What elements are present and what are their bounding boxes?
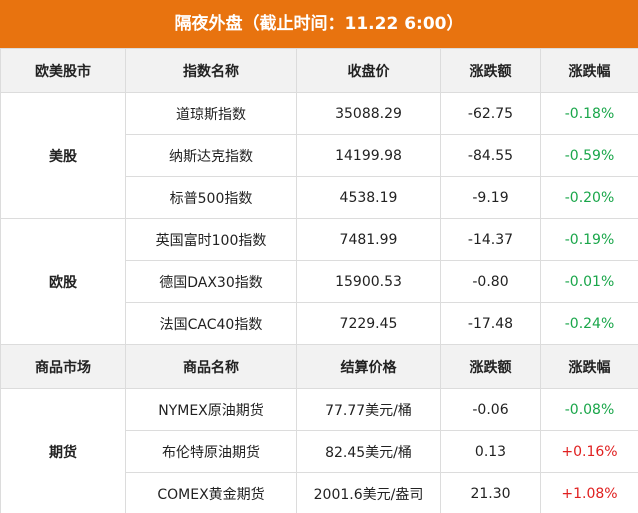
group-label: 美股 (0, 92, 126, 219)
name-cell: 道琼斯指数 (125, 92, 297, 135)
percent-cell: -0.19% (540, 218, 638, 261)
name-cell: 德国DAX30指数 (125, 260, 297, 303)
data-row: 美股 道琼斯指数 35088.29 -62.75 -0.18% (0, 92, 638, 219)
change-cell: 21.30 (440, 472, 541, 513)
header-cell: 结算价格 (296, 344, 441, 389)
price-cell: 82.45美元/桶 (296, 430, 441, 473)
change-cell: -0.06 (440, 388, 541, 431)
percent-cell: -0.18% (540, 92, 638, 135)
header-cell: 欧美股市 (0, 48, 126, 93)
name-cell: 纳斯达克指数 (125, 134, 297, 177)
header-row: 商品市场 商品名称 结算价格 涨跌额 涨跌幅 (0, 344, 638, 389)
percent-cell: -0.08% (540, 388, 638, 431)
price-cell: 35088.29 (296, 92, 441, 135)
header-cell: 涨跌额 (440, 344, 541, 389)
percent-cell: -0.20% (540, 176, 638, 219)
name-cell: 标普500指数 (125, 176, 297, 219)
percent-cell: -0.59% (540, 134, 638, 177)
group-label: 欧股 (0, 218, 126, 345)
data-row: COMEX黄金期货 2001.6美元/盎司 21.30 +1.08% (1, 472, 638, 513)
price-cell: 14199.98 (296, 134, 441, 177)
price-cell: 7229.45 (296, 302, 441, 345)
percent-cell: +1.08% (540, 472, 638, 513)
header-cell: 收盘价 (296, 48, 441, 93)
name-cell: 英国富时100指数 (125, 218, 297, 261)
header-cell: 涨跌幅 (540, 344, 638, 389)
data-row: 法国CAC40指数 7229.45 -17.48 -0.24% (1, 302, 638, 345)
change-cell: -84.55 (440, 134, 541, 177)
data-row: 布伦特原油期货 82.45美元/桶 0.13 +0.16% (1, 430, 638, 473)
change-cell: 0.13 (440, 430, 541, 473)
change-cell: -0.80 (440, 260, 541, 303)
change-cell: -9.19 (440, 176, 541, 219)
name-cell: 法国CAC40指数 (125, 302, 297, 345)
change-cell: -62.75 (440, 92, 541, 135)
price-cell: 2001.6美元/盎司 (296, 472, 441, 513)
header-cell: 指数名称 (125, 48, 297, 93)
data-row: 欧股 英国富时100指数 7481.99 -14.37 -0.19% (0, 218, 638, 345)
group-label: 期货 (0, 388, 126, 513)
data-row: 期货 NYMEX原油期货 77.77美元/桶 -0.06 -0.08% (0, 388, 638, 513)
name-cell: COMEX黄金期货 (125, 472, 297, 513)
price-cell: 77.77美元/桶 (296, 388, 441, 431)
data-row: 标普500指数 4538.19 -9.19 -0.20% (1, 176, 638, 219)
percent-cell: +0.16% (540, 430, 638, 473)
name-cell: 布伦特原油期货 (125, 430, 297, 473)
header-cell: 商品市场 (0, 344, 126, 389)
market-table: 欧美股市 指数名称 收盘价 涨跌额 涨跌幅 美股 道琼斯指数 35088.29 -62.75 -0… (0, 48, 638, 513)
data-row: 德国DAX30指数 15900.53 -0.80 -0.01% (1, 260, 638, 303)
name-cell: NYMEX原油期货 (125, 388, 297, 431)
percent-cell: -0.01% (540, 260, 638, 303)
header-row: 欧美股市 指数名称 收盘价 涨跌额 涨跌幅 (0, 48, 638, 93)
change-cell: -14.37 (440, 218, 541, 261)
percent-cell: -0.24% (540, 302, 638, 345)
price-cell: 15900.53 (296, 260, 441, 303)
change-cell: -17.48 (440, 302, 541, 345)
header-cell: 涨跌额 (440, 48, 541, 93)
page-title: 隔夜外盘（截止时间：11.22 6:00） (0, 0, 638, 48)
header-cell: 涨跌幅 (540, 48, 638, 93)
data-row: 纳斯达克指数 14199.98 -84.55 -0.59% (1, 134, 638, 177)
header-cell: 商品名称 (125, 344, 297, 389)
price-cell: 7481.99 (296, 218, 441, 261)
price-cell: 4538.19 (296, 176, 441, 219)
